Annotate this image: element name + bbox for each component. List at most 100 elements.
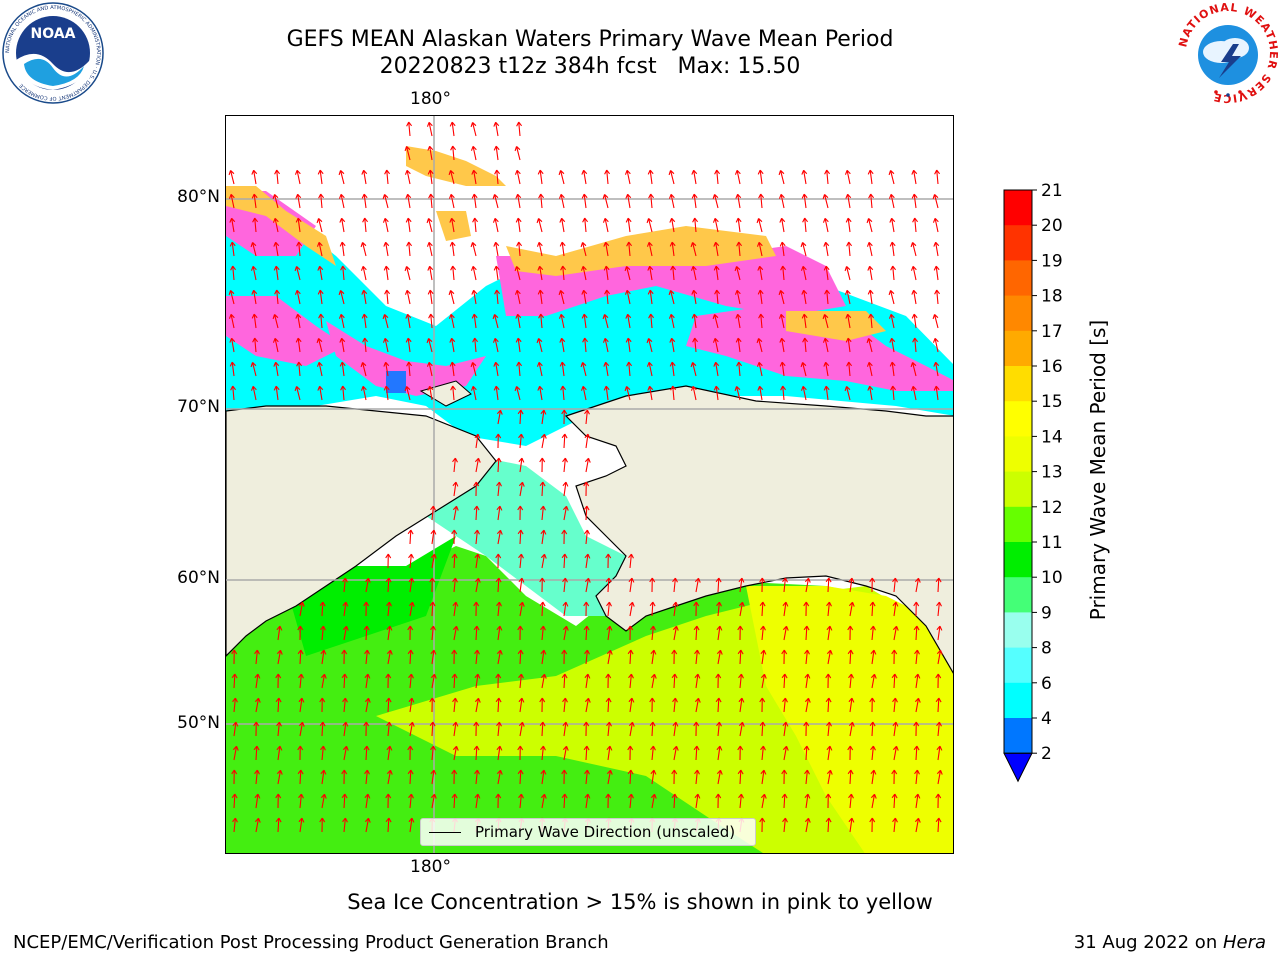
wave-arrow <box>539 457 546 473</box>
lon-label-top: 180° <box>410 89 451 109</box>
wave-arrow <box>716 769 723 785</box>
wave-arrow <box>628 553 634 569</box>
wave-arrow <box>694 577 701 593</box>
wave-arrow <box>668 193 675 209</box>
wave-arrow <box>470 242 477 257</box>
wave-arrow <box>274 169 281 185</box>
colorbar-tick-label: 6 <box>1041 674 1052 694</box>
wave-arrow <box>691 193 698 209</box>
wave-arrow <box>913 601 920 617</box>
wave-arrow <box>671 649 678 665</box>
wave-arrow <box>407 625 414 641</box>
wave-arrow <box>427 385 434 401</box>
wave-arrow <box>734 169 741 185</box>
wave-arrow <box>693 601 700 617</box>
wave-arrow <box>628 577 635 593</box>
wave-arrow <box>230 265 237 281</box>
wave-arrow <box>650 625 656 641</box>
map-panel <box>225 115 954 854</box>
wave-arrow <box>935 577 942 593</box>
wave-arrow <box>735 217 742 233</box>
wave-arrow <box>562 721 569 737</box>
wave-arrow <box>760 649 767 665</box>
wave-arrow <box>738 673 744 689</box>
wave-arrow <box>232 721 239 737</box>
wave-arrow <box>405 313 412 329</box>
wave-arrow <box>694 697 701 713</box>
wave-arrow <box>933 385 940 401</box>
wave-arrow <box>474 529 480 545</box>
wave-arrow <box>845 193 852 209</box>
wave-arrow <box>231 649 238 665</box>
wave-arrow <box>430 529 437 545</box>
wave-arrow <box>405 337 412 353</box>
wave-arrow <box>605 673 612 689</box>
wave-arrow <box>800 362 807 377</box>
wave-arrow <box>735 337 742 353</box>
graticule <box>226 116 953 853</box>
wave-arrow <box>868 313 875 329</box>
wave-arrow <box>452 577 458 593</box>
wave-arrow <box>492 217 499 233</box>
wave-arrow <box>562 505 569 521</box>
wave-arrow <box>606 745 613 761</box>
wave-arrow <box>449 361 456 377</box>
chart-title: GEFS MEAN Alaskan Waters Primary Wave Me… <box>190 26 990 80</box>
wave-arrow <box>448 193 455 209</box>
wave-arrow <box>383 241 390 257</box>
wave-arrow <box>758 313 765 329</box>
colorbar-swatch <box>1004 436 1032 473</box>
wave-arrow <box>867 265 874 281</box>
wave-arrow <box>870 769 877 785</box>
sea-ice-note: Sea Ice Concentration > 15% is shown in … <box>347 890 933 914</box>
wave-arrow <box>738 793 744 809</box>
wave-arrow <box>738 577 745 593</box>
wave-arrow <box>936 721 942 737</box>
wave-arrow <box>625 193 632 209</box>
wave-arrow <box>584 577 591 593</box>
wave-arrow <box>912 217 919 233</box>
wave-arrow <box>470 385 477 401</box>
wave-arrow <box>779 241 786 257</box>
wave-arrow <box>494 289 501 305</box>
wave-arrow <box>804 649 810 665</box>
wave-arrow <box>913 625 920 641</box>
wave-arrow <box>449 217 456 233</box>
wave-arrow <box>759 577 766 593</box>
wave-arrow <box>254 673 261 689</box>
wave-arrow <box>360 362 367 377</box>
wave-arrow <box>296 241 303 257</box>
wave-arrow <box>867 385 874 401</box>
wave-arrow <box>910 265 917 281</box>
wave-arrow <box>363 721 370 737</box>
wave-arrow <box>650 673 657 689</box>
wave-arrow <box>493 241 500 257</box>
wave-arrow <box>889 361 896 377</box>
wave-arrow <box>779 337 786 353</box>
wave-arrow <box>319 721 326 737</box>
wave-arrow <box>801 193 808 209</box>
wave-arrow <box>518 577 525 593</box>
wave-arrow <box>229 361 236 377</box>
wave-arrow <box>516 121 523 137</box>
wave-arrow <box>910 385 917 401</box>
wave-arrow <box>848 577 855 593</box>
wave-arrow <box>492 194 499 209</box>
wave-arrow <box>540 409 547 425</box>
wave-arrow <box>933 265 940 281</box>
wave-arrow <box>936 769 943 785</box>
wave-arrow <box>582 337 589 353</box>
wave-arrow <box>780 265 787 281</box>
lat-label-60: 60°N <box>177 568 220 588</box>
wave-arrow <box>426 121 433 137</box>
wave-arrow <box>562 481 569 497</box>
wave-arrow <box>825 673 832 689</box>
wave-arrow <box>341 673 348 689</box>
wave-arrow <box>759 721 766 737</box>
wave-arrow <box>316 361 323 377</box>
wave-arrow <box>294 289 301 305</box>
wave-arrow <box>474 769 480 785</box>
wave-arrow <box>430 505 436 521</box>
wave-arrow <box>514 169 521 185</box>
wave-arrow <box>669 337 676 353</box>
